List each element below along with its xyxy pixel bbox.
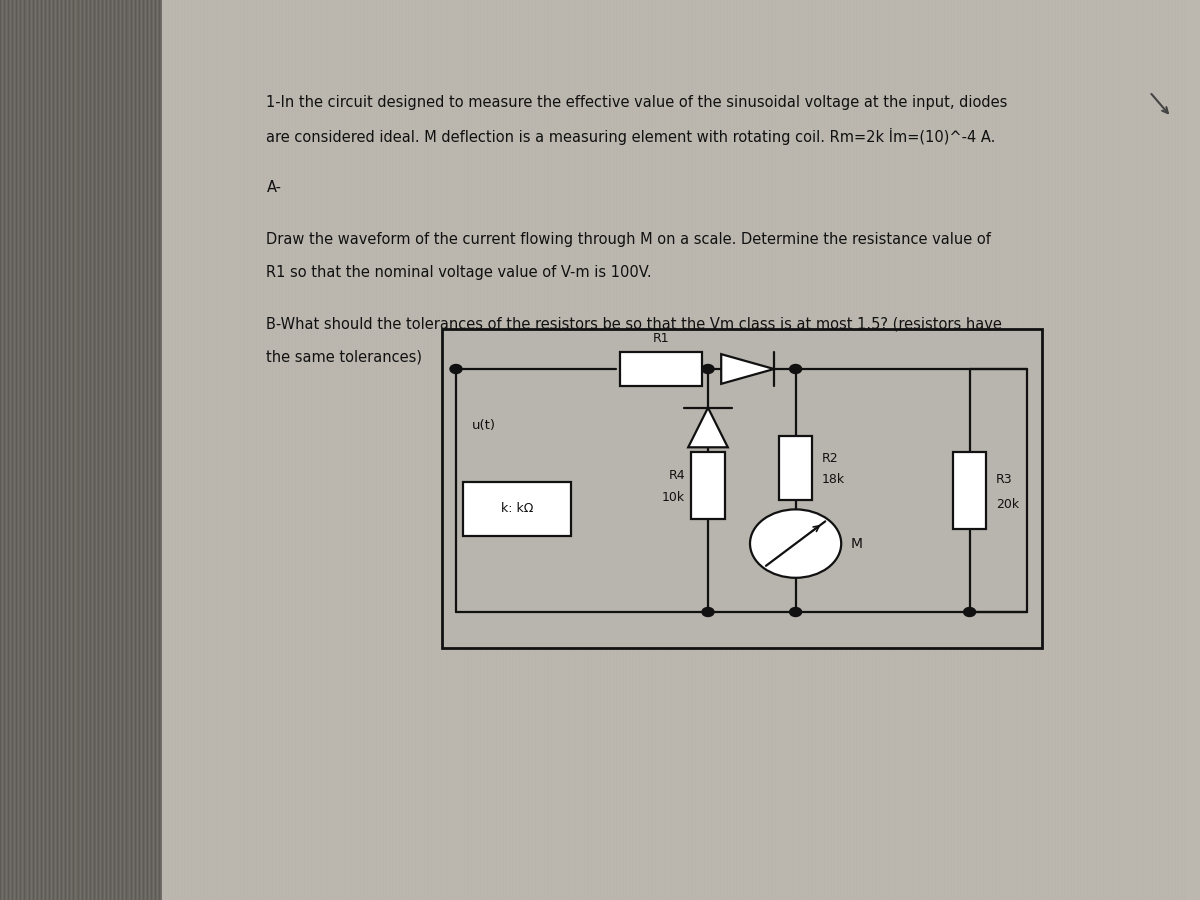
Bar: [620, 352, 702, 386]
Circle shape: [702, 364, 714, 373]
Text: R1 so that the nominal voltage value of V-m is 100V.: R1 so that the nominal voltage value of …: [266, 265, 652, 280]
Circle shape: [964, 608, 976, 616]
Text: k: kΩ: k: kΩ: [502, 502, 533, 515]
Text: Draw the waveform of the current flowing through M on a scale. Determine the res: Draw the waveform of the current flowing…: [266, 232, 991, 248]
Bar: [162, 0, 1200, 900]
Circle shape: [790, 364, 802, 373]
Polygon shape: [721, 355, 774, 383]
Circle shape: [790, 608, 802, 616]
Bar: [0, 0, 162, 900]
Text: the same tolerances): the same tolerances): [266, 349, 422, 364]
Text: R4: R4: [668, 469, 685, 482]
Circle shape: [702, 608, 714, 616]
Text: are considered ideal. M deflection is a measuring element with rotating coil. Rm: are considered ideal. M deflection is a …: [266, 128, 996, 145]
Polygon shape: [689, 408, 727, 447]
Text: R3: R3: [996, 472, 1013, 485]
Bar: [442, 328, 1042, 648]
Bar: [953, 452, 986, 529]
Text: 20k: 20k: [996, 498, 1019, 511]
Text: R2: R2: [822, 452, 839, 464]
Text: M: M: [851, 536, 863, 551]
Text: A-: A-: [266, 180, 281, 195]
Bar: [864, 0, 1200, 252]
Bar: [779, 436, 812, 500]
Text: R1: R1: [653, 332, 670, 345]
Circle shape: [450, 364, 462, 373]
Text: 18k: 18k: [822, 473, 845, 486]
Text: u(t): u(t): [472, 418, 496, 431]
Circle shape: [750, 509, 841, 578]
Text: 1-In the circuit designed to measure the effective value of the sinusoidal volta: 1-In the circuit designed to measure the…: [266, 94, 1008, 110]
Text: 10k: 10k: [662, 491, 685, 504]
Text: B-What should the tolerances of the resistors be so that the Vm class is at most: B-What should the tolerances of the resi…: [266, 317, 1002, 332]
Bar: [691, 452, 725, 519]
Bar: [463, 482, 571, 536]
